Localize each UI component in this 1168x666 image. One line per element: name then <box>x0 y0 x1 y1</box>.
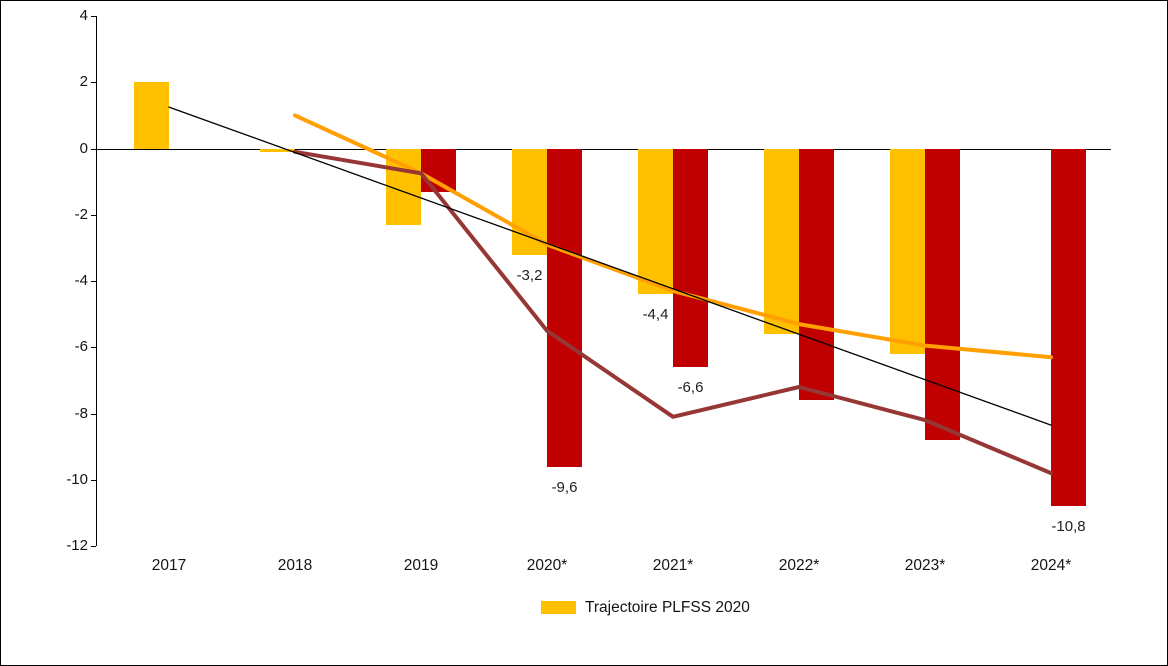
x-axis-category-label: 2021* <box>652 557 694 574</box>
y-axis-tick <box>91 82 96 83</box>
bar-gold-bars-2020 <box>512 148 547 255</box>
y-axis-tick <box>91 149 96 150</box>
y-axis-tick-label: -12 <box>66 537 88 554</box>
chart-legend: Trajectoire PLFSS 2020 <box>541 598 750 617</box>
x-axis-category-label: 2023* <box>904 557 946 574</box>
y-axis-tick-label: -8 <box>74 404 88 422</box>
data-label: -3,2 <box>516 266 543 284</box>
y-axis-tick-label: 2 <box>79 73 88 91</box>
y-axis-tick <box>91 546 96 547</box>
bar-gold-bars-2022 <box>764 148 799 334</box>
bar-gold-bars-2023 <box>890 148 925 354</box>
bar-gold-bars-2019 <box>386 148 421 225</box>
x-axis-category-label: 2019 <box>403 557 439 574</box>
bar-red-bars-2023 <box>925 148 960 440</box>
y-axis-tick-label: -4 <box>74 272 88 289</box>
y-axis-tick-label: 4 <box>79 7 88 24</box>
data-label: -6,6 <box>677 379 704 397</box>
y-axis-tick <box>91 16 96 17</box>
x-axis-category-label: 2018 <box>277 557 313 574</box>
y-axis-tick-label: -2 <box>74 205 88 223</box>
x-axis-category-label: 2017 <box>151 557 187 574</box>
x-axis-category-label: 2020* <box>526 557 568 574</box>
bar-red-bars-2019 <box>421 148 456 192</box>
y-axis-tick-label: -6 <box>74 338 88 356</box>
y-axis-line <box>96 16 97 546</box>
data-label: -4,4 <box>642 306 669 324</box>
y-axis-tick <box>91 215 96 216</box>
bar-red-bars-2024 <box>1051 148 1086 507</box>
bar-red-bars-2021 <box>673 148 708 368</box>
y-axis-tick <box>91 480 96 481</box>
y-axis-tick-label: 0 <box>79 139 88 157</box>
y-axis-tick <box>91 281 96 282</box>
legend-swatch-icon <box>541 601 576 614</box>
y-axis-tick <box>91 347 96 348</box>
bar-gold-bars-2018 <box>260 148 295 152</box>
bar-red-bars-2020 <box>547 148 582 467</box>
bar-red-bars-2022 <box>799 148 834 401</box>
bar-gold-bars-2021 <box>638 148 673 295</box>
bar-gold-bars-2017 <box>134 82 169 149</box>
data-label: -9,6 <box>551 478 578 496</box>
y-axis-tick-label: -10 <box>66 470 88 488</box>
y-axis-tick <box>91 414 96 415</box>
legend-label: Trajectoire PLFSS 2020 <box>585 599 750 616</box>
data-label: -10,8 <box>1051 518 1086 536</box>
x-axis-category-label: 2024* <box>1030 557 1072 574</box>
x-axis-category-label: 2022* <box>778 557 820 574</box>
